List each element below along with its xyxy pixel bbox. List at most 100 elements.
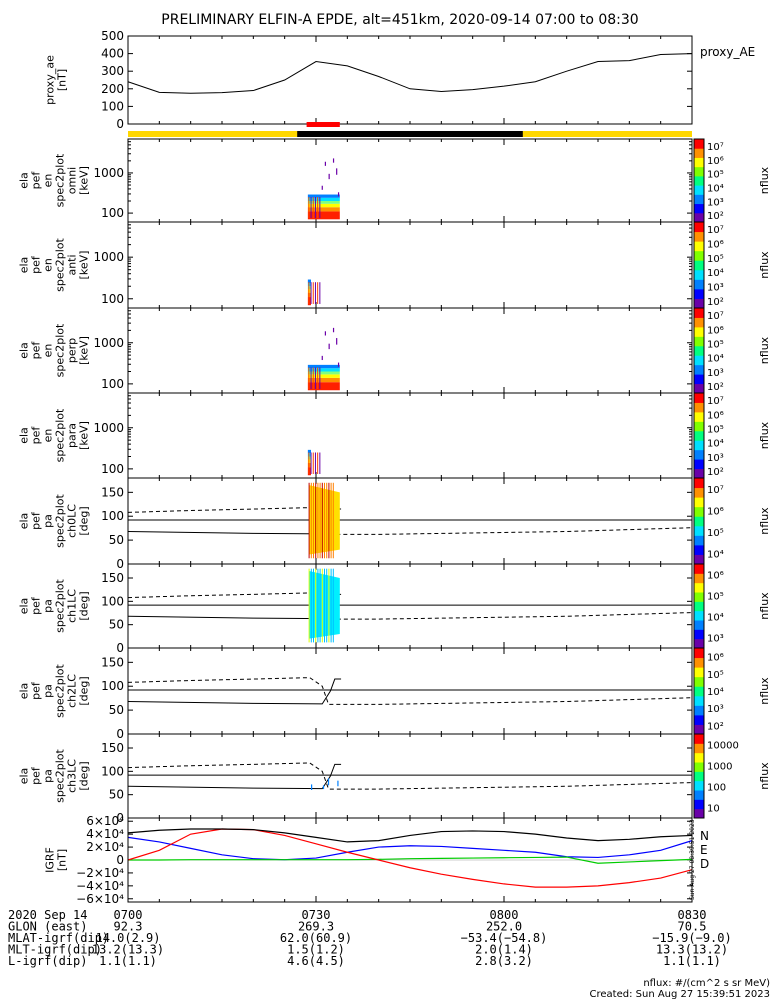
colorbar-segment	[694, 506, 704, 517]
colorbar-segment	[694, 231, 704, 242]
ylabel-line: spec2plot	[54, 238, 67, 292]
ytick-label: 50	[109, 533, 124, 547]
colorbar-segment	[694, 185, 704, 195]
ylabel-line: pef	[30, 171, 43, 190]
colorbar-segment	[694, 440, 704, 451]
ylabel-line: spec2plot	[54, 579, 67, 633]
ytick-label: 0	[116, 811, 124, 825]
colorbar-segment	[694, 620, 704, 630]
colorbar-segment	[694, 308, 704, 318]
spectrogram-band	[307, 368, 340, 372]
colorbar-segment	[694, 790, 704, 800]
ylabel-line: [keV]	[78, 336, 91, 365]
colorbar-segment	[694, 487, 704, 498]
colorbar-segment	[694, 629, 704, 640]
colorbar-label: nflux	[758, 677, 771, 705]
ytick-label: 0	[116, 117, 124, 131]
ylabel-line: anti	[66, 254, 79, 275]
spectrogram-band	[307, 279, 311, 283]
ylabel-line: [keV]	[78, 166, 91, 195]
colorbar-segment	[694, 364, 704, 375]
colorbar-tick-label: 10⁴	[707, 439, 724, 450]
time-axis-value: 4.6(4.5)	[287, 954, 345, 968]
ylabel-line: en	[42, 429, 55, 443]
ylabel-line: ela	[18, 598, 31, 615]
time-axis-value: 1.1(1.1)	[663, 954, 721, 968]
spectrogram-band	[307, 456, 311, 460]
anti-loss-cone-line	[127, 592, 693, 620]
colorbar-tick-label: 10³	[707, 368, 724, 379]
colorbar-tick-label: 10⁷	[707, 311, 724, 322]
colorbar-segment	[694, 393, 704, 403]
colorbar-tick-label: 10⁵	[707, 339, 724, 350]
footer-created: Created: Sun Aug 27 15:39:51 2023	[590, 989, 770, 1000]
ylabel-line: en	[42, 344, 55, 358]
colorbar-segment	[694, 610, 704, 621]
colorbar-label: nflux	[758, 762, 771, 790]
shadow-segment	[297, 131, 523, 137]
panel-frame	[127, 563, 693, 649]
ytick-label: −2×10⁴	[76, 866, 124, 880]
colorbar-segment	[694, 260, 704, 271]
colorbar-tick-label: 10⁷	[707, 225, 724, 236]
panel-spec_anti: ela pef en spec2plot anti [keV] 100 1000 10² 10³ 1…	[18, 221, 771, 309]
colorbar-segment	[694, 734, 704, 744]
time-axis-value: 0830	[678, 908, 707, 922]
time-axis-value: 62.0(60.9)	[280, 931, 352, 945]
colorbar-tick-label: 10⁷	[707, 485, 724, 496]
ytick-label: 1000	[93, 421, 124, 435]
panel-frame	[127, 35, 693, 125]
ylabel-line: ela	[18, 683, 31, 700]
ylabel-line: [keV]	[78, 251, 91, 280]
colorbar-segment	[694, 771, 704, 782]
ylabel-line: spec2plot	[54, 494, 67, 548]
colorbar-segment	[694, 449, 704, 460]
colorbar-segment	[694, 714, 704, 725]
ytick-label: 1000	[93, 250, 124, 264]
ytick-label: 100	[101, 206, 124, 220]
anti-loss-cone-line	[127, 677, 693, 705]
colorbar-segment	[694, 525, 704, 536]
colorbar-tick-label: 10⁴	[707, 687, 724, 698]
ylabel-line: ela	[18, 427, 31, 444]
ytick-label: 300	[101, 64, 124, 78]
panel-spec_perp: ela pef en spec2plot perp [keV] 100 1000 10² 10³ 1…	[18, 307, 771, 394]
ytick-label: 100	[101, 594, 124, 608]
ylabel-line: pef	[30, 255, 43, 274]
spectrogram-band	[307, 453, 311, 457]
spectrogram-band	[307, 201, 340, 204]
spectrogram-band	[307, 297, 311, 306]
colorbar-label: nflux	[758, 421, 771, 449]
time-axis-value: −53.4(−54.8)	[461, 931, 548, 945]
ytick-label: 4×10⁴	[86, 827, 124, 841]
colorbar-tick-label: 10⁴	[707, 183, 724, 194]
ylabel-line: spec2plot	[54, 323, 67, 377]
colorbar-segment	[694, 648, 704, 659]
spectrogram-band	[307, 194, 340, 198]
colorbar-segment	[694, 250, 704, 261]
spectrogram-band	[307, 364, 340, 369]
ytick-label: 150	[101, 485, 124, 499]
ytick-label: 200	[101, 82, 124, 96]
time-axis-value: 13.2(13.3)	[92, 943, 164, 957]
ytick-label: 1000	[93, 336, 124, 350]
panel-frame	[127, 307, 693, 394]
colorbar-tick-label: 10⁵	[707, 170, 724, 181]
ytick-label: 100	[101, 292, 124, 306]
colorbar-segment	[694, 430, 704, 441]
colorbar-tick-label: 10⁵	[707, 424, 724, 435]
ylabel-line: [nT]	[56, 849, 69, 871]
colorbar-segment	[694, 478, 704, 489]
science-zone-segment	[306, 122, 340, 127]
colorbar-segment	[694, 317, 704, 328]
ylabel-line: ela	[18, 342, 31, 359]
ytick-label: 150	[101, 655, 124, 669]
panel-frame	[127, 647, 693, 735]
ylabel-line: ch1LC	[66, 589, 79, 623]
colorbar-segment	[694, 326, 704, 337]
colorbar-segment	[694, 799, 704, 810]
ylabel-line: en	[42, 258, 55, 272]
ytick-label: 500	[101, 29, 124, 43]
